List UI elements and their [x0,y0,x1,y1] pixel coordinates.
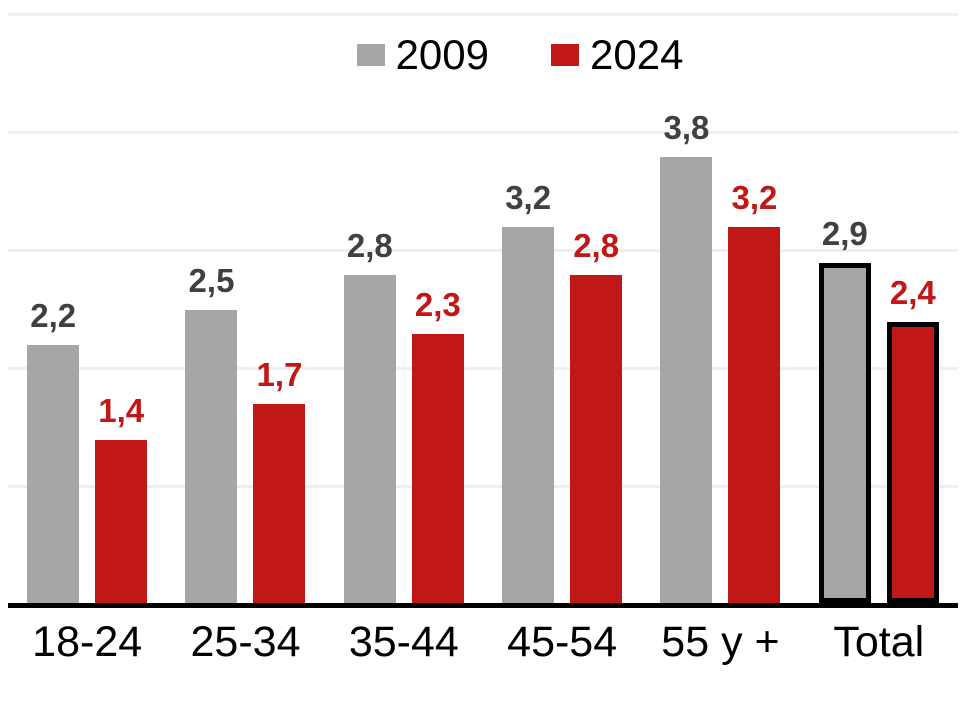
bar-2024-Total [886,322,939,603]
legend-item-2009: 2009 [356,31,489,78]
bar-2009-55 y + [660,157,713,603]
bar-group-35-44: 2,8 2,3 [325,0,483,608]
bar-2024-45-54 [570,275,623,603]
bar-col-2009-Total: 2,9 [818,215,871,603]
bar-2009-25-34 [185,310,238,603]
chart-legend: 2009 2024 [60,34,980,76]
bar-group-Total: 2,9 2,4 [800,0,958,608]
legend-label-2009: 2009 [395,31,489,78]
bar-groups: 2,2 1,4 2,5 1,7 2,8 2,3 3,2 2,8 3,8 3,2 2,9 2,4 [8,0,958,608]
bar-col-2024-18-24: 1,4 [95,392,148,603]
x-tick-35-44: 35-44 [348,618,459,666]
legend-swatch-2009 [356,44,385,66]
bar-col-2024-Total: 2,4 [886,274,939,603]
value-label-2009-55 y +: 3,8 [663,109,710,146]
bar-2009-35-44 [343,275,396,603]
x-tick-45-54: 45-54 [507,618,618,666]
gridline-1 [8,485,958,488]
bar-group-25-34: 2,5 1,7 [166,0,324,608]
x-tick-18-24: 18-24 [32,618,143,666]
bar-group-45-54: 3,2 2,8 [483,0,641,608]
value-label-2024-25-34: 1,7 [256,356,303,393]
bar-2009-Total [818,263,871,603]
bar-col-2009-18-24: 2,2 [27,297,80,603]
bar-2009-18-24 [27,345,80,603]
value-label-2024-18-24: 1,4 [98,392,145,429]
legend-swatch-2024 [551,44,579,66]
value-label-2009-35-44: 2,8 [346,227,393,264]
bar-col-2024-45-54: 2,8 [570,227,623,603]
legend-label-2024: 2024 [590,31,684,78]
bar-col-2024-55 y +: 3,2 [728,179,781,603]
gridline-5 [8,13,958,16]
value-label-2009-45-54: 3,2 [505,179,552,216]
x-axis-line [8,603,958,608]
bar-col-2009-35-44: 2,8 [343,227,396,603]
bar-2024-35-44 [411,334,464,603]
x-tick-Total: Total [833,618,925,666]
bar-2024-18-24 [95,440,148,603]
value-label-2024-35-44: 2,3 [414,286,461,323]
x-tick-55 y +: 55 y + [661,618,780,666]
value-label-2024-Total: 2,4 [889,274,936,311]
bar-2024-55 y + [728,227,781,603]
bar-col-2009-25-34: 2,5 [185,262,238,603]
value-label-2024-45-54: 2,8 [573,227,620,264]
bar-group-55 y +: 3,8 3,2 [641,0,799,608]
bar-group-18-24: 2,2 1,4 [8,0,166,608]
plot-area: 2,2 1,4 2,5 1,7 2,8 2,3 3,2 2,8 3,8 3,2 2,9 2,4 [8,0,958,608]
gridline-3 [8,249,958,252]
legend-item-2024: 2024 [551,34,683,76]
x-axis-labels: 18-24 25-34 35-44 45-54 55 y + Total [8,618,958,667]
x-tick-25-34: 25-34 [190,618,301,666]
bar-col-2024-35-44: 2,3 [411,286,464,603]
value-label-2009-Total: 2,9 [821,215,868,252]
value-label-2009-25-34: 2,5 [188,262,235,299]
gridline-4 [8,131,958,134]
value-label-2009-18-24: 2,2 [30,297,77,334]
bar-2024-25-34 [253,404,306,603]
bar-col-2024-25-34: 1,7 [253,356,306,603]
bar-col-2009-45-54: 3,2 [502,179,555,603]
bar-2009-45-54 [502,227,555,603]
value-label-2024-55 y +: 3,2 [731,179,778,216]
bar-col-2009-55 y +: 3,8 [660,109,713,603]
gridline-2 [8,367,958,370]
